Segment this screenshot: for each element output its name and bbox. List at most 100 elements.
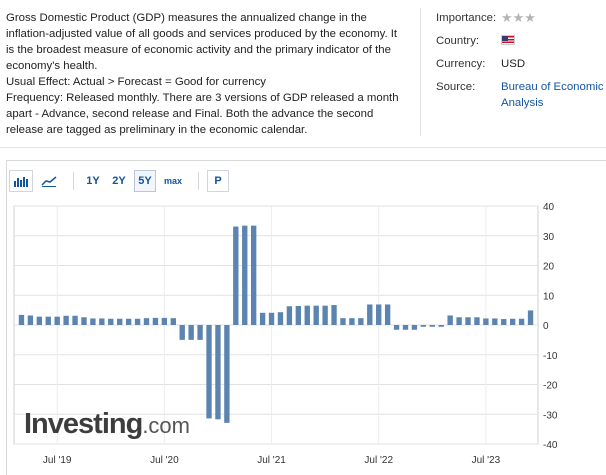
chart-bar	[117, 318, 123, 325]
currency-row: Currency: USD	[436, 56, 606, 72]
chart-bar	[527, 310, 534, 325]
p-button[interactable]: P	[207, 170, 230, 192]
chart-bar	[125, 318, 132, 325]
chart-bar	[438, 325, 444, 327]
x-tick-label: Jul '23	[472, 455, 501, 466]
x-tick-label: Jul '22	[364, 455, 393, 466]
chart-bar	[474, 317, 480, 325]
chart-bar	[277, 312, 284, 325]
chart-bar	[492, 318, 498, 325]
x-tick-label: Jul '19	[43, 455, 72, 466]
chart-bar	[402, 325, 409, 330]
line-chart-icon[interactable]	[37, 170, 61, 192]
chart-bar	[376, 304, 382, 325]
chart-bar	[54, 316, 60, 325]
chart-bar	[429, 325, 435, 327]
chart-bar	[233, 226, 239, 325]
currency-label: Currency:	[436, 58, 486, 70]
chart-bar	[313, 305, 319, 325]
range-1y-button[interactable]: 1Y	[86, 175, 100, 187]
chart-bar	[518, 318, 525, 325]
chart-bar	[170, 318, 176, 325]
chart-bar	[384, 304, 391, 325]
chart-bar	[90, 318, 96, 325]
y-tick-label: -40	[543, 440, 558, 451]
chart-bar	[322, 305, 328, 325]
chart-bar	[509, 318, 516, 325]
chart-bar	[63, 315, 69, 325]
chart-bar	[197, 325, 203, 340]
chart-bar	[134, 318, 141, 325]
y-tick-label: 20	[543, 262, 555, 273]
chart-bar	[215, 325, 221, 420]
chart-bar	[206, 325, 212, 419]
chart-toolbar: 1Y 2Y 5Y max P	[9, 168, 233, 194]
chart-bar	[143, 318, 150, 325]
y-tick-label: 40	[543, 202, 555, 213]
source-row: Source: Bureau of Economic Analysis	[436, 79, 606, 111]
chart-bar	[259, 312, 266, 325]
toolbar-divider	[198, 172, 200, 190]
us-flag-icon	[501, 34, 515, 45]
chart-bar	[18, 314, 25, 325]
chart-bar	[161, 317, 168, 325]
chart-bar	[27, 315, 34, 325]
x-tick-label: Jul '21	[257, 455, 286, 466]
y-tick-label: -20	[543, 381, 558, 392]
importance-label: Importance:	[436, 12, 497, 24]
frequency-text: Frequency: Released monthly. There are 3…	[6, 92, 399, 136]
chart-bar	[81, 317, 87, 325]
chart-bar	[72, 315, 78, 325]
chart-bar	[36, 316, 43, 325]
country-label: Country:	[436, 35, 480, 47]
importance-stars-icon: ★★★	[501, 10, 536, 25]
chart-bar	[286, 306, 293, 325]
y-tick-label: 0	[543, 321, 549, 332]
chart-panel	[6, 160, 606, 475]
chart-bar	[268, 312, 275, 325]
range-5y-button[interactable]: 5Y	[134, 170, 156, 192]
y-tick-label: -10	[543, 351, 558, 362]
toolbar-divider	[73, 172, 74, 190]
source-label: Source:	[436, 81, 476, 93]
chart-bar	[304, 305, 310, 325]
chart-bar	[483, 318, 489, 325]
chart-bar	[367, 304, 373, 325]
chart-bar	[99, 318, 105, 325]
chart-bar	[358, 318, 364, 325]
source-link[interactable]: Bureau of Economic Analysis	[501, 81, 604, 109]
chart-bar	[501, 319, 507, 325]
chart-bar	[411, 325, 418, 330]
currency-value: USD	[501, 58, 526, 70]
chart-bar	[179, 325, 185, 340]
range-2y-button[interactable]: 2Y	[112, 175, 126, 187]
investing-logo: Investing.com	[24, 408, 190, 441]
description-text: Gross Domestic Product (GDP) measures th…	[6, 12, 398, 72]
chart-bar	[250, 225, 257, 325]
range-max-button[interactable]: max	[164, 176, 183, 186]
indicator-description: Gross Domestic Product (GDP) measures th…	[6, 10, 406, 138]
chart-bar	[340, 318, 346, 325]
bar-chart-icon[interactable]	[9, 170, 33, 192]
chart-bar	[242, 225, 248, 325]
chart-bar	[465, 317, 471, 325]
indicator-meta: Importance: ★★★ Country: Currency: USD S…	[436, 10, 606, 118]
chart-bar	[224, 325, 230, 423]
section-divider	[420, 8, 421, 136]
y-tick-label: 10	[543, 291, 555, 302]
section-separator	[0, 147, 606, 148]
chart-bar	[456, 317, 462, 325]
chart-bar	[393, 325, 400, 330]
chart-bar	[420, 325, 427, 327]
logo-main-text: Investing	[24, 408, 143, 440]
importance-row: Importance: ★★★	[436, 10, 606, 26]
chart-bar	[45, 316, 51, 325]
y-tick-label: -30	[543, 410, 558, 421]
chart-bar	[295, 305, 302, 325]
chart-bar	[188, 325, 194, 340]
usual-effect-text: Usual Effect: Actual > Forecast = Good f…	[6, 76, 266, 88]
y-tick-label: 30	[543, 232, 555, 243]
x-tick-label: Jul '20	[150, 455, 179, 466]
country-row: Country:	[436, 33, 606, 49]
